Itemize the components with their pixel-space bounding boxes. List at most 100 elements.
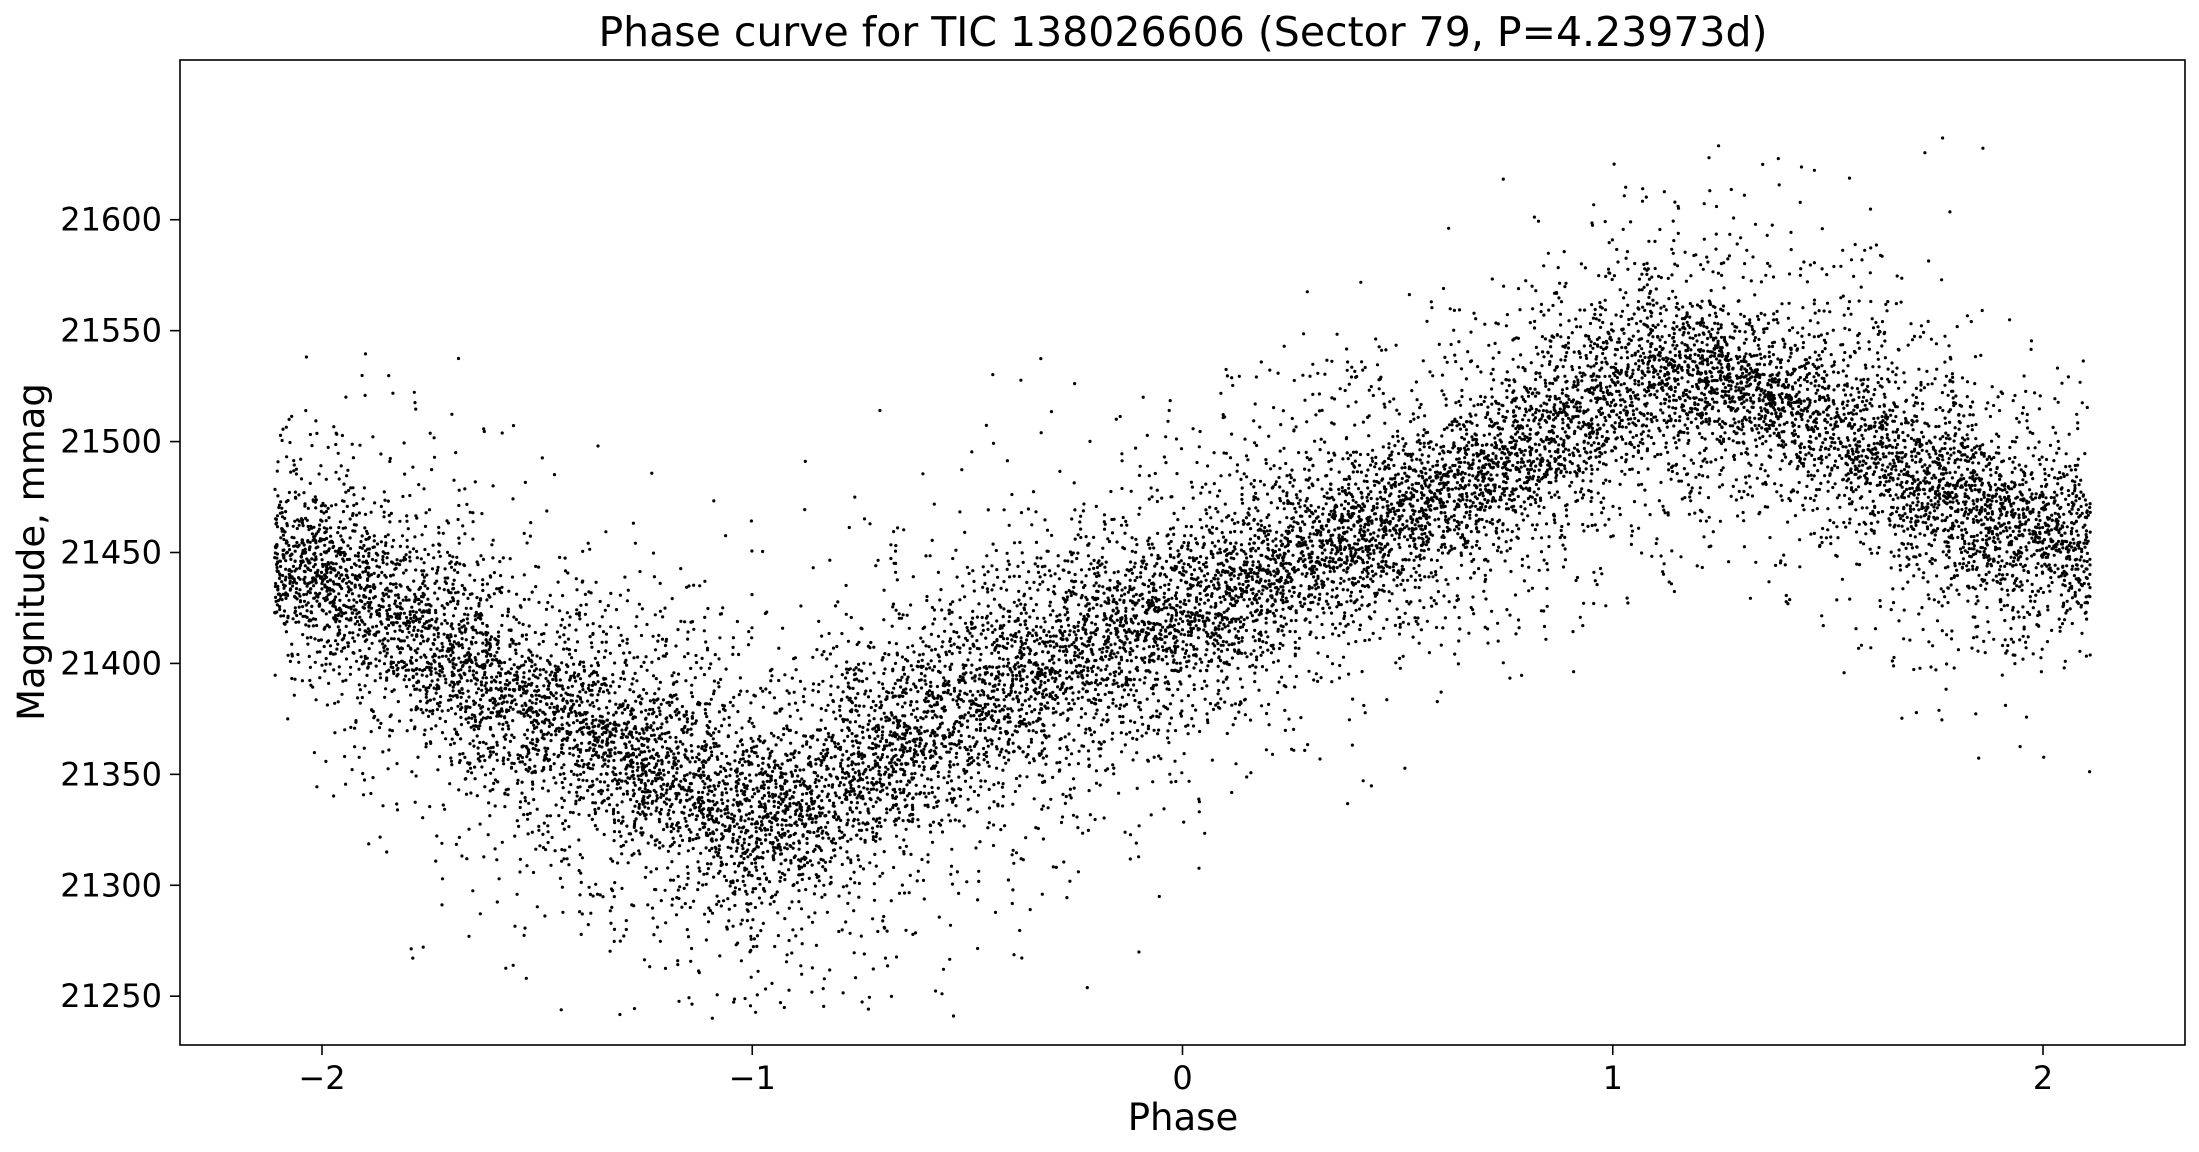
data-point xyxy=(1532,469,1537,473)
data-point xyxy=(715,993,719,997)
data-point xyxy=(479,683,484,687)
data-point xyxy=(1955,499,1959,503)
data-point xyxy=(761,780,765,784)
data-point xyxy=(319,464,323,468)
data-point xyxy=(1742,341,1746,345)
data-point xyxy=(2020,411,2024,415)
data-point xyxy=(1647,295,1651,299)
data-point xyxy=(736,710,740,714)
data-point xyxy=(1694,475,1698,479)
data-point xyxy=(2052,459,2056,463)
data-point xyxy=(1397,482,1401,486)
data-point xyxy=(1223,700,1227,704)
data-point xyxy=(1564,354,1568,359)
data-point xyxy=(958,674,962,679)
data-point xyxy=(329,526,333,530)
data-point xyxy=(416,755,420,759)
data-point xyxy=(1740,402,1744,406)
data-point xyxy=(618,1012,622,1017)
data-point xyxy=(1970,483,1974,488)
data-point xyxy=(602,832,606,837)
data-point xyxy=(1948,471,1952,475)
data-point xyxy=(708,909,713,913)
data-point xyxy=(1996,445,2000,449)
data-point xyxy=(608,751,612,755)
data-point xyxy=(935,800,939,804)
data-point xyxy=(324,656,328,661)
data-point xyxy=(348,672,352,676)
data-point xyxy=(1019,636,1023,640)
data-point xyxy=(733,886,738,890)
data-point xyxy=(1555,434,1559,439)
data-point xyxy=(859,934,863,938)
data-point xyxy=(1641,187,1645,191)
data-point xyxy=(1499,550,1503,554)
data-point xyxy=(1110,691,1114,695)
data-point xyxy=(1984,538,1988,542)
data-point xyxy=(1290,604,1294,608)
data-point xyxy=(1079,715,1083,719)
data-point xyxy=(422,487,426,491)
data-point xyxy=(1800,334,1804,338)
data-point xyxy=(620,886,624,891)
data-point xyxy=(653,613,657,617)
data-point xyxy=(840,862,844,867)
data-point xyxy=(610,793,614,797)
data-point xyxy=(1508,546,1512,551)
data-point xyxy=(669,830,673,834)
data-point xyxy=(1369,784,1373,788)
data-point xyxy=(1542,355,1546,359)
data-point xyxy=(877,821,882,825)
data-point xyxy=(1129,617,1133,621)
data-point xyxy=(359,540,363,544)
data-point xyxy=(869,640,873,645)
data-point xyxy=(642,660,646,665)
data-point xyxy=(1423,575,1427,579)
data-point xyxy=(694,817,698,822)
data-point xyxy=(746,902,751,906)
data-point xyxy=(1464,511,1468,515)
data-point xyxy=(1986,562,1990,566)
data-point xyxy=(701,883,705,887)
data-point xyxy=(838,714,843,718)
data-point xyxy=(899,791,903,795)
data-point xyxy=(1301,520,1305,524)
data-point xyxy=(1479,394,1483,399)
data-point xyxy=(784,823,788,827)
data-point xyxy=(291,584,295,588)
data-point xyxy=(1002,664,1006,668)
data-point xyxy=(1222,563,1226,567)
data-point xyxy=(889,711,893,715)
data-point xyxy=(1079,514,1083,518)
data-point xyxy=(1662,433,1666,437)
data-point xyxy=(911,708,916,712)
data-point xyxy=(1045,701,1050,705)
data-point xyxy=(797,847,801,851)
data-point xyxy=(433,638,437,642)
data-point xyxy=(949,864,954,868)
data-point xyxy=(1147,542,1151,547)
data-point xyxy=(352,503,356,507)
data-point xyxy=(558,555,562,560)
data-point xyxy=(1290,594,1294,598)
data-point xyxy=(675,697,679,701)
data-point xyxy=(1239,548,1243,552)
data-point xyxy=(1928,464,1932,468)
data-point xyxy=(1810,453,1814,457)
data-point xyxy=(1397,632,1402,636)
data-point xyxy=(1049,574,1053,578)
data-point xyxy=(674,740,678,744)
data-point xyxy=(814,943,819,948)
data-point xyxy=(1743,262,1747,266)
data-point xyxy=(878,777,882,781)
data-point xyxy=(1827,453,1831,457)
data-point xyxy=(298,612,303,616)
data-point xyxy=(1934,668,1938,672)
data-point xyxy=(316,530,320,534)
data-point xyxy=(1517,406,1521,410)
data-point xyxy=(1629,524,1633,528)
data-point xyxy=(1219,391,1223,395)
data-point xyxy=(1708,313,1712,317)
data-point xyxy=(581,796,586,800)
